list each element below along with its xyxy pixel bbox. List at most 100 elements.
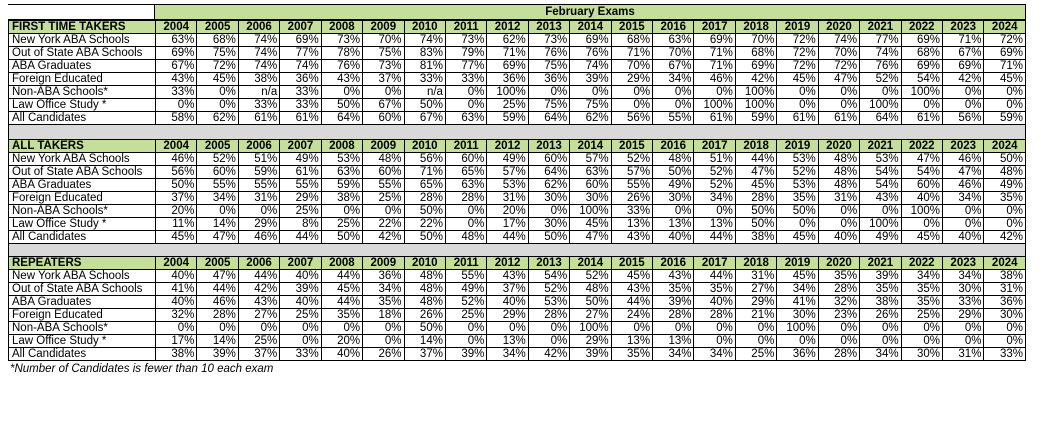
pass-rate-cell: 76% (859, 59, 902, 73)
pass-rate-cell: 29% (486, 308, 529, 322)
pass-rate-cell: 30% (652, 191, 695, 205)
year-header: 2013 (527, 256, 571, 270)
pass-rate-cell: 76% (569, 46, 612, 60)
pass-rate-cell: 61% (693, 111, 736, 125)
pass-rate-cell: 54% (900, 72, 944, 86)
pass-rate-cell: 61% (279, 165, 322, 179)
pass-rate-cell: 38% (734, 230, 778, 244)
pass-rate-cell: 28% (403, 191, 446, 205)
pass-rate-cell: 51% (237, 152, 281, 166)
pass-rate-cell: 50% (983, 152, 1026, 166)
pass-rate-cell: 72% (817, 59, 861, 73)
year-header: 2004 (154, 20, 198, 34)
year-header: 2009 (362, 20, 405, 34)
year-header: 2019 (776, 20, 819, 34)
pass-rate-cell: 34% (693, 191, 736, 205)
pass-rate-cell: 71% (693, 59, 736, 73)
pass-rate-cell: 26% (403, 308, 446, 322)
pass-rate-cell: 44% (734, 152, 778, 166)
pass-rate-cell: 58% (154, 111, 198, 125)
pass-rate-cell: 61% (237, 111, 281, 125)
pass-rate-cell: 31% (983, 282, 1026, 296)
pass-rate-cell: 39% (196, 347, 239, 361)
pass-rate-cell: 0% (196, 85, 239, 99)
pass-rate-cell: 71% (610, 46, 654, 60)
pass-rate-cell: 0% (900, 217, 944, 231)
year-header: 2020 (817, 20, 861, 34)
pass-rate-cell: 39% (279, 282, 322, 296)
pass-rate-cell: 77% (859, 33, 902, 47)
pass-rate-cell: 69% (900, 33, 944, 47)
year-header: 2016 (652, 256, 695, 270)
pass-rate-cell: 0% (983, 98, 1026, 112)
pass-rate-cell: 45% (776, 72, 819, 86)
pass-rate-cell: 68% (734, 46, 778, 60)
caption-row: February Exams (8, 5, 1026, 20)
year-header: 2007 (279, 139, 322, 153)
year-header: 2024 (983, 20, 1026, 34)
pass-rate-cell: 83% (403, 46, 446, 60)
pass-rate-cell: 0% (444, 85, 488, 99)
pass-rate-cell: 14% (196, 217, 239, 231)
section-separator (8, 125, 1026, 139)
pass-rate-cell: 40% (942, 230, 985, 244)
pass-rate-cell: 13% (652, 217, 695, 231)
pass-rate-cell: 0% (652, 85, 695, 99)
pass-rate-cell: 68% (196, 33, 239, 47)
pass-rate-cell: 0% (569, 85, 612, 99)
pass-rate-cell: 36% (362, 269, 405, 283)
year-header: 2013 (527, 139, 571, 153)
pass-rate-cell: 34% (942, 191, 985, 205)
pass-rate-cell: 49% (859, 230, 902, 244)
pass-rate-cell: 36% (983, 295, 1026, 309)
pass-rate-cell: 54% (900, 165, 944, 179)
pass-rate-cell: 55% (610, 178, 654, 192)
pass-rate-cell: 25% (900, 308, 944, 322)
pass-rate-cell: 0% (652, 321, 695, 335)
pass-rate-cell: 49% (983, 178, 1026, 192)
pass-rate-cell: 100% (734, 85, 778, 99)
pass-rate-cell: 37% (237, 347, 281, 361)
pass-rate-cell: 35% (900, 282, 944, 296)
pass-rate-cell: 63% (154, 33, 198, 47)
pass-rate-cell: 40% (900, 191, 944, 205)
pass-rate-cell: 40% (486, 295, 529, 309)
pass-rate-cell: 57% (486, 165, 529, 179)
pass-rate-cell: 52% (693, 178, 736, 192)
pass-rate-cell: 29% (237, 217, 281, 231)
pass-rate-cell: 35% (983, 191, 1026, 205)
pass-rate-cell: 39% (444, 347, 488, 361)
pass-rate-cell: 32% (154, 308, 198, 322)
pass-rate-cell: 73% (320, 33, 364, 47)
pass-rate-cell: 0% (279, 334, 322, 348)
pass-rate-cell: 61% (776, 111, 819, 125)
table-row: Non-ABA Schools* 0% 0% 0% 0% 0% 0% 50% 0% 0% 0% 100… (8, 321, 1026, 335)
pass-rate-cell: 75% (362, 46, 405, 60)
pass-rate-cell: 48% (817, 178, 861, 192)
row-label: ABA Graduates (8, 59, 156, 73)
year-header: 2019 (776, 256, 819, 270)
pass-rate-cell: 61% (817, 111, 861, 125)
pass-rate-cell: 28% (693, 308, 736, 322)
year-header: 2017 (693, 256, 736, 270)
pass-rate-cell: 34% (362, 282, 405, 296)
pass-rate-cell: 42% (942, 72, 985, 86)
pass-rate-cell: 36% (279, 72, 322, 86)
table-row: Out of State ABA Schools 69% 75% 74% 77% 78% 7… (8, 46, 1026, 60)
pass-rate-cell: 30% (569, 191, 612, 205)
pass-rate-cell: 56% (610, 111, 654, 125)
row-label: Non-ABA Schools* (8, 321, 156, 335)
pass-rate-cell: 52% (610, 152, 654, 166)
row-label: Non-ABA Schools* (8, 85, 156, 99)
pass-rate-cell: 45% (320, 282, 364, 296)
pass-rate-cell: 14% (403, 334, 446, 348)
pass-rate-cell: 60% (527, 152, 571, 166)
pass-rate-cell: 0% (279, 321, 322, 335)
pass-rate-cell: 43% (320, 72, 364, 86)
pass-rate-cell: 25% (362, 191, 405, 205)
pass-rate-cell: 40% (320, 347, 364, 361)
pass-rate-cell: 53% (776, 178, 819, 192)
pass-rate-cell: 100% (486, 85, 529, 99)
row-label: Law Office Study * (8, 98, 156, 112)
pass-rate-cell: n/a (237, 85, 281, 99)
